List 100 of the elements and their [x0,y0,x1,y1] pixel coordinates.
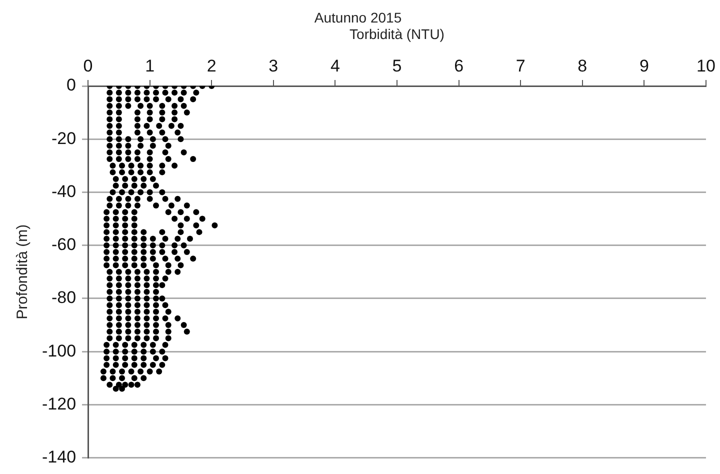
point [180,90,187,96]
point [165,96,172,102]
point [125,288,132,295]
x-tick-label: 5 [392,56,402,76]
point [212,222,218,228]
point [119,375,126,382]
point [153,182,159,189]
point [138,102,144,109]
y-tick-label: -80 [51,288,76,308]
point [106,102,113,109]
point [134,328,140,335]
point [144,308,150,315]
point [125,276,132,282]
point [125,156,132,162]
point [122,348,128,355]
point [159,110,166,116]
point [140,362,147,368]
point [110,189,116,196]
point [134,122,140,129]
point [112,355,119,362]
point [180,322,187,328]
point [162,90,168,96]
point [144,282,150,288]
point [131,256,138,262]
point [125,136,132,142]
point [122,262,128,268]
point [104,242,110,248]
point [122,182,128,189]
point [119,162,126,169]
point [134,335,140,342]
x-tick-label: 3 [268,56,278,76]
point [172,90,178,96]
point [104,348,110,355]
point [116,295,122,302]
point [140,176,147,182]
point [146,169,153,176]
point [146,162,153,169]
point [122,229,128,236]
x-tick-label: 9 [639,56,649,76]
point [134,90,140,96]
point [162,256,168,262]
point [134,295,140,302]
point [178,222,184,228]
y-axis-title: Profondità (m) [14,224,32,320]
point [106,90,113,96]
point [138,162,144,169]
point [122,355,128,362]
point [172,216,178,222]
point [150,248,156,255]
point [125,102,132,109]
point [184,216,190,222]
point [150,142,156,149]
point [153,282,159,288]
x-axis-title: Torbidità (NTU) [350,26,444,42]
point [104,248,110,255]
point [112,216,119,222]
point [144,328,150,335]
point [162,315,168,322]
point [122,236,128,242]
point [168,202,174,209]
point [180,242,187,248]
point [106,382,113,388]
point [159,248,166,255]
point [122,342,128,348]
point [104,355,110,362]
point [122,362,128,368]
point [131,229,138,236]
x-tick-label: 0 [83,56,93,76]
point [159,242,166,248]
point [116,102,122,109]
point [112,209,119,216]
point [144,335,150,342]
point [153,308,159,315]
point [146,149,153,156]
point [110,162,116,169]
point [140,229,147,236]
point [144,276,150,282]
point [144,268,150,275]
point [106,202,113,209]
y-tick-label: -40 [51,182,76,201]
point [178,122,184,129]
point [184,110,190,116]
point [116,282,122,288]
point [165,156,172,162]
point [112,342,119,348]
point [116,110,122,116]
point [134,116,140,122]
point [159,102,166,109]
point [144,302,150,308]
point [199,216,206,222]
point [159,116,166,122]
point [112,362,119,368]
point [138,142,144,149]
point [134,302,140,308]
point [106,302,113,308]
point [134,308,140,315]
point [184,202,190,209]
point [122,216,128,222]
point [131,209,138,216]
point [112,222,119,228]
